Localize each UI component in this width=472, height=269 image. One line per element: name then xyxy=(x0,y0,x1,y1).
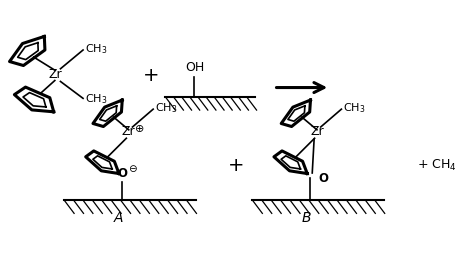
Text: CH$_3$: CH$_3$ xyxy=(85,42,108,56)
Text: A: A xyxy=(114,211,123,225)
Text: O: O xyxy=(318,172,328,185)
Text: OH: OH xyxy=(185,61,205,75)
Text: O: O xyxy=(117,167,127,180)
Text: +: + xyxy=(143,66,160,85)
Text: $\ominus$: $\ominus$ xyxy=(127,163,137,174)
Text: B: B xyxy=(302,211,312,225)
Text: $\oplus$: $\oplus$ xyxy=(134,123,144,134)
Text: +: + xyxy=(228,155,244,175)
Text: Zr: Zr xyxy=(310,125,324,138)
Text: Zr: Zr xyxy=(122,125,135,138)
Text: CH$_3$: CH$_3$ xyxy=(343,101,366,115)
Text: CH$_3$: CH$_3$ xyxy=(85,92,108,106)
Text: + CH$_4$: + CH$_4$ xyxy=(417,157,457,173)
Text: Zr: Zr xyxy=(49,68,63,81)
Text: CH$_3$: CH$_3$ xyxy=(155,101,177,115)
